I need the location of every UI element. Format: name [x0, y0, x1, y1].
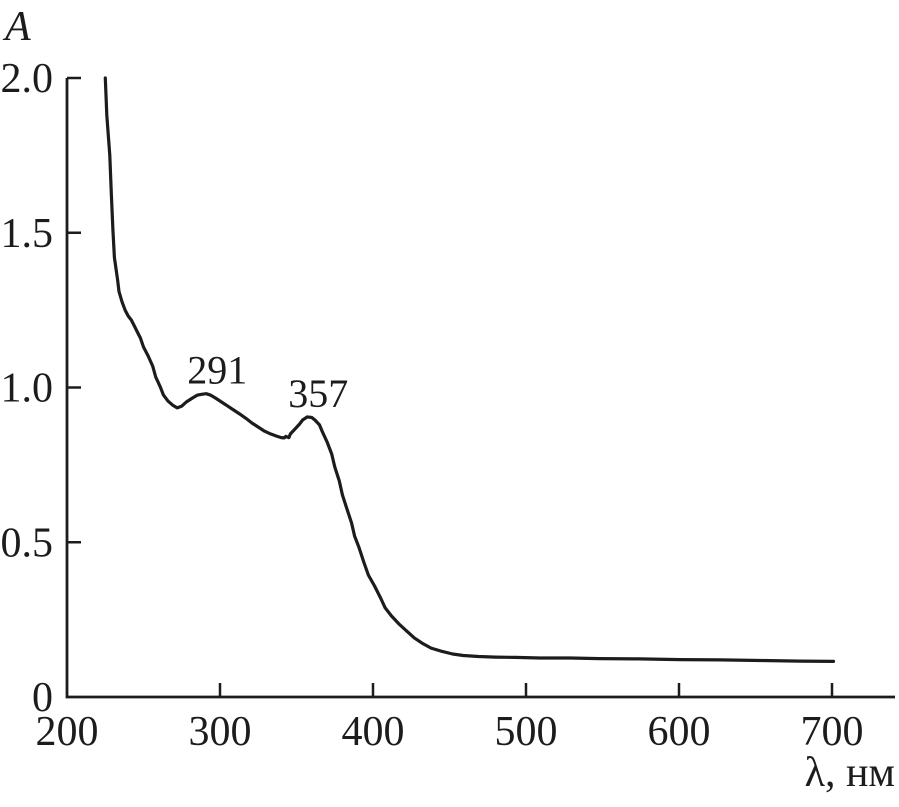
x-axis-ticks [218, 683, 834, 697]
y-tick-label: 0.5 [1, 520, 54, 566]
y-tick-label: 1.0 [1, 366, 54, 412]
y-tick-label: 0 [32, 675, 53, 721]
x-axis-title: λ, нм [804, 750, 895, 796]
y-tick-labels: 0 0.5 1.0 1.5 2.0 [1, 56, 54, 721]
x-tick-labels: 200 300 400 500 600 700 [36, 709, 864, 755]
x-tick-label: 300 [189, 709, 252, 755]
peak-annotation-label: 291 [187, 348, 247, 393]
x-tick-label: 200 [36, 709, 99, 755]
y-axis-title: A [5, 4, 31, 50]
y-tick-label: 2.0 [1, 56, 54, 102]
x-tick-label: 600 [648, 709, 711, 755]
x-tick-label: 400 [342, 709, 405, 755]
series-path [103, 76, 836, 663]
y-tick-label: 1.5 [1, 211, 54, 257]
x-tick-label: 700 [801, 709, 864, 755]
peak-annotations: 291 357 [187, 348, 348, 416]
axis-lines [65, 78, 895, 699]
y-axis-ticks [67, 76, 81, 544]
x-tick-label: 500 [495, 709, 558, 755]
spectrum-curve [103, 76, 836, 663]
plot-axes [65, 78, 895, 699]
peak-annotation-label: 357 [288, 371, 348, 416]
